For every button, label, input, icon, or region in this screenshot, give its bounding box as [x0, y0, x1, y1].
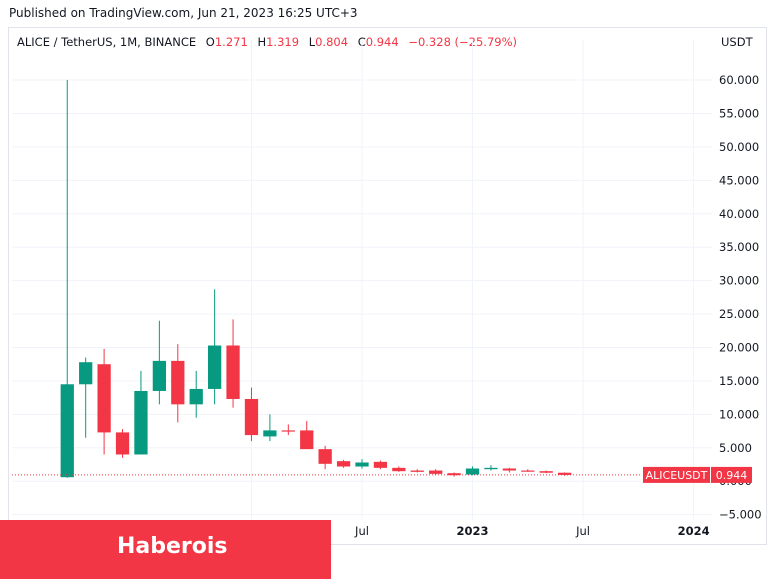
candle-body — [502, 468, 516, 471]
candle — [152, 320, 166, 405]
candle-body — [392, 467, 406, 472]
x-tick-label: Jul — [354, 524, 369, 538]
last-price-tag: ALICEUSDT 0.944 — [643, 466, 752, 483]
candle — [502, 467, 516, 473]
candle-body — [152, 360, 166, 391]
y-tick-label: 15.000 — [719, 374, 759, 388]
symbol-label: ALICE / TetherUS, 1M, BINANCE — [17, 35, 197, 49]
chart-frame — [8, 27, 767, 545]
candle — [465, 466, 480, 476]
change-value: −0.328 (−25.79%) — [408, 35, 517, 49]
price-unit: USDT — [721, 35, 753, 49]
candle — [226, 319, 240, 408]
open-label: O — [205, 35, 215, 49]
y-tick-label: 25.000 — [719, 307, 759, 321]
price-tag-symbol: ALICEUSDT — [646, 469, 708, 482]
candle-body — [171, 360, 185, 405]
y-tick-label: 45.000 — [719, 173, 759, 187]
brand-banner: Haberois — [0, 520, 331, 579]
y-tick-label: 50.000 — [719, 140, 759, 154]
candle-body — [60, 384, 74, 478]
price-tag-value-bg — [711, 466, 752, 483]
candle — [429, 469, 443, 475]
y-tick-label: 60.000 — [719, 73, 759, 87]
candle — [281, 424, 295, 436]
candle-body — [115, 432, 130, 455]
low-label: L — [308, 35, 316, 49]
candle — [79, 357, 93, 438]
candle — [97, 348, 111, 455]
candles — [60, 80, 572, 478]
candle — [244, 387, 259, 442]
candle-body — [447, 473, 461, 476]
grid-lines — [12, 40, 712, 520]
y-tick-label: 30.000 — [719, 274, 759, 288]
y-tick-label: 55.000 — [719, 106, 759, 120]
candle — [300, 421, 314, 450]
candle-body — [189, 388, 203, 405]
candle-body — [336, 461, 351, 467]
candle — [521, 469, 535, 472]
candle-body — [558, 472, 572, 475]
candle-body — [226, 345, 240, 399]
candle — [484, 465, 498, 471]
candle-body — [318, 449, 332, 464]
candle-body — [410, 470, 424, 472]
x-tick-label: 2023 — [457, 524, 489, 538]
candle-body — [484, 467, 498, 470]
candle — [60, 80, 74, 478]
candle-body — [355, 462, 369, 467]
candle-body — [263, 430, 277, 437]
y-tick-label: 10.000 — [719, 407, 759, 421]
x-tick-label: Jul — [575, 524, 590, 538]
candle — [208, 289, 222, 405]
candle-body — [134, 390, 148, 455]
published-caption: Published on TradingView.com, Jun 21, 20… — [9, 6, 358, 20]
candle-body — [244, 398, 259, 436]
price-tag-symbol-bg — [643, 466, 710, 483]
candle — [355, 459, 369, 469]
x-tick-label: 2024 — [678, 524, 710, 538]
candle — [134, 370, 148, 455]
candle — [336, 459, 351, 468]
candle — [189, 370, 203, 418]
candle-body — [429, 470, 443, 474]
candle — [539, 470, 553, 474]
candle-body — [281, 430, 295, 432]
symbol-legend: ALICE / TetherUS, 1M, BINANCE O1.271 H1.… — [17, 35, 517, 49]
candle — [171, 344, 185, 423]
high-value: 1.319 — [266, 35, 300, 49]
price-axis[interactable]: 60.000 55.000 50.000 45.000 40.000 35.000 30.0… — [719, 73, 762, 522]
high-label: H — [257, 35, 267, 49]
y-tick-label: −5.000 — [719, 508, 762, 522]
candle-body — [97, 364, 111, 433]
candle — [392, 466, 406, 472]
candle — [373, 460, 388, 470]
open-value: 1.271 — [214, 35, 248, 49]
y-tick-label: 5.000 — [719, 441, 752, 455]
candle — [263, 414, 277, 442]
candle-body — [373, 461, 388, 468]
candle-body — [539, 471, 553, 473]
price-tag-value: 0.944 — [716, 469, 748, 482]
candle-body — [465, 468, 480, 475]
candle — [410, 469, 424, 473]
candle-body — [300, 430, 314, 450]
candle-body — [208, 345, 222, 389]
low-value: 0.804 — [315, 35, 349, 49]
y-tick-label: 40.000 — [719, 207, 759, 221]
candle — [447, 472, 461, 477]
candle-body — [79, 362, 93, 385]
candle — [318, 445, 332, 470]
candle-body — [521, 470, 535, 472]
y-tick-label: 35.000 — [719, 240, 759, 254]
close-value: 0.944 — [365, 35, 399, 49]
y-tick-label: 20.000 — [719, 341, 759, 355]
candle — [115, 429, 130, 458]
brand-name: Haberois — [117, 534, 228, 559]
